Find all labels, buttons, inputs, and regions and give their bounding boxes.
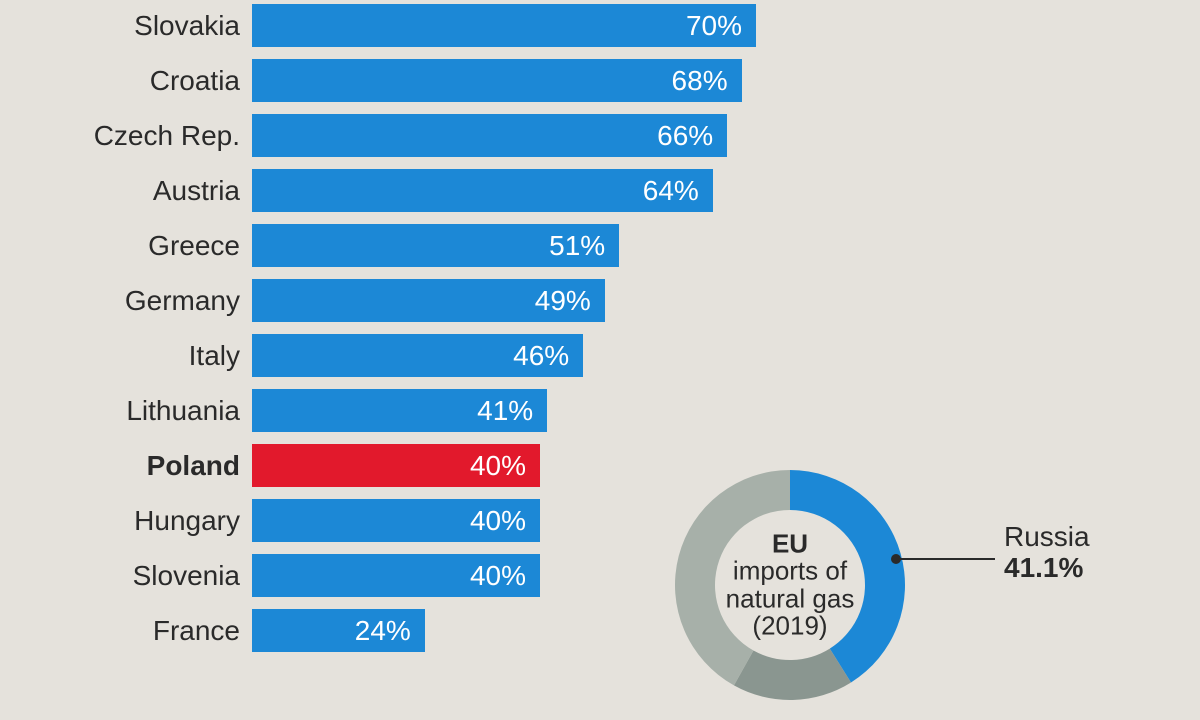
donut-leader-dot xyxy=(891,554,901,564)
bar-row: Lithuania 41% xyxy=(0,389,1200,432)
bar-track: 70% xyxy=(252,4,972,47)
bar-track: 64% xyxy=(252,169,972,212)
donut-center-label: EU imports of natural gas (2019) xyxy=(715,530,865,639)
donut-center-line-1: imports of xyxy=(715,558,865,585)
bar-value: 40% xyxy=(470,560,526,592)
bar-fill: 51% xyxy=(252,224,619,267)
bar-row: Slovakia 70% xyxy=(0,4,1200,47)
bar-value: 64% xyxy=(643,175,699,207)
bar-track: 68% xyxy=(252,59,972,102)
bar-fill: 40% xyxy=(252,554,540,597)
bar-track: 51% xyxy=(252,224,972,267)
bar-row: Austria 64% xyxy=(0,169,1200,212)
bar-label: Hungary xyxy=(0,505,252,537)
bar-value: 66% xyxy=(657,120,713,152)
donut-slice-label-russia: Russia 41.1% xyxy=(1004,522,1090,584)
bar-track: 46% xyxy=(252,334,972,377)
bar-label: Austria xyxy=(0,175,252,207)
bar-track: 66% xyxy=(252,114,972,157)
bar-label: Slovenia xyxy=(0,560,252,592)
donut-leader-h xyxy=(895,558,995,560)
bar-track: 41% xyxy=(252,389,972,432)
bar-value: 24% xyxy=(355,615,411,647)
bar-row: Czech Rep. 66% xyxy=(0,114,1200,157)
bar-label: Germany xyxy=(0,285,252,317)
bar-label: Lithuania xyxy=(0,395,252,427)
bar-value: 51% xyxy=(549,230,605,262)
bar-row: Greece 51% xyxy=(0,224,1200,267)
bar-value: 40% xyxy=(470,505,526,537)
donut-center-line-0: EU xyxy=(715,530,865,557)
bar-fill: 46% xyxy=(252,334,583,377)
bar-fill: 40% xyxy=(252,499,540,542)
bar-label: Greece xyxy=(0,230,252,262)
bar-value: 41% xyxy=(477,395,533,427)
bar-row: France 24% xyxy=(0,609,1200,652)
donut-slice xyxy=(734,649,851,700)
bar-fill: 64% xyxy=(252,169,713,212)
bar-label: Slovakia xyxy=(0,10,252,42)
donut-slice-pct: 41.1% xyxy=(1004,553,1090,584)
donut-slice-name: Russia xyxy=(1004,522,1090,553)
bar-row: Croatia 68% xyxy=(0,59,1200,102)
bar-fill: 70% xyxy=(252,4,756,47)
bar-fill: 24% xyxy=(252,609,425,652)
bar-label: Italy xyxy=(0,340,252,372)
bar-fill: 49% xyxy=(252,279,605,322)
bar-fill: 66% xyxy=(252,114,727,157)
bar-label: France xyxy=(0,615,252,647)
bar-value: 68% xyxy=(672,65,728,97)
bar-row: Germany 49% xyxy=(0,279,1200,322)
donut-center-line-3: (2019) xyxy=(715,612,865,639)
bar-label: Croatia xyxy=(0,65,252,97)
bar-fill: 40% xyxy=(252,444,540,487)
bar-value: 70% xyxy=(686,10,742,42)
bar-track: 49% xyxy=(252,279,972,322)
bar-label: Poland xyxy=(0,450,252,482)
bar-fill: 68% xyxy=(252,59,742,102)
bar-row: Italy 46% xyxy=(0,334,1200,377)
bar-label: Czech Rep. xyxy=(0,120,252,152)
bar-fill: 41% xyxy=(252,389,547,432)
bar-row: Poland 40% xyxy=(0,444,1200,487)
bar-value: 40% xyxy=(470,450,526,482)
bar-value: 46% xyxy=(513,340,569,372)
bar-value: 49% xyxy=(535,285,591,317)
donut-chart: EU imports of natural gas (2019) xyxy=(660,455,920,715)
donut-center-line-2: natural gas xyxy=(715,585,865,612)
